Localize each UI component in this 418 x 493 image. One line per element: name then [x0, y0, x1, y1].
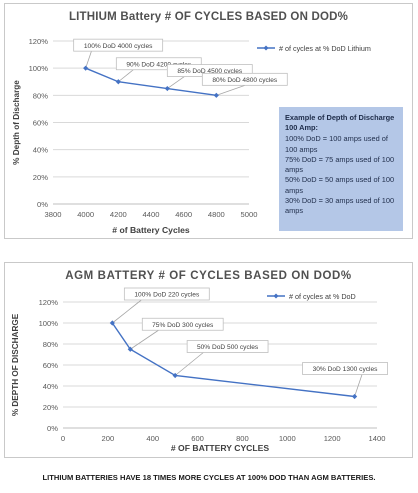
data-point [213, 92, 219, 98]
callout-box [186, 340, 269, 353]
chart-title: LITHIUM Battery # OF CYCLES BASED ON DOD… [68, 11, 349, 23]
x-tick-label: 4200 [110, 210, 127, 219]
series-line [111, 322, 355, 398]
y-tick-label: 20% [33, 173, 48, 182]
note-line: 50% DoD = 50 amps used of 100 amps [285, 175, 395, 195]
y-tick-label: 100% [39, 319, 59, 328]
x-tick-label: 1200 [324, 434, 341, 443]
legend-marker [273, 293, 279, 299]
data-label: 100% DoD 220 cycles [134, 292, 200, 299]
x-tick-label: 200 [102, 434, 115, 443]
callout-leader [118, 69, 134, 83]
y-tick-label: 60% [33, 119, 48, 128]
y-tick-label: 20% [43, 403, 58, 412]
legend-label: # of cycles at % DoD Lithium [279, 44, 371, 53]
y-tick-label: 0% [47, 424, 58, 433]
data-point [83, 65, 89, 71]
y-tick-label: 0% [37, 200, 48, 209]
x-tick-label: 1400 [369, 434, 386, 443]
data-label: 85% DoD 4500 cycles [177, 68, 243, 75]
note-line: 30% DoD = 30 amps used of 100 amps [285, 195, 395, 215]
data-point [172, 372, 178, 379]
callout-leader [85, 51, 92, 69]
agm-chart-panel: AGM BATTERY # OF CYCLES BASED ON DOD% 0%… [4, 262, 413, 458]
data-label: 100% DoD 4000 cycles [84, 43, 153, 50]
series-line [85, 67, 217, 97]
data-point [127, 346, 133, 352]
y-tick-label: 120% [29, 37, 49, 46]
data-label: 90% DoD 4200 cycles [126, 61, 192, 68]
agm-chart: 0% 20% 40% 60% 80% 100% 120% 0 200 400 600 800 1000 1… [11, 287, 388, 453]
footer-caption: LITHIUM BATTERIES HAVE 18 TIMES MORE CYC… [42, 473, 376, 482]
x-tick-label: 3800 [45, 210, 62, 219]
data-label: 75% DoD 300 cycles [152, 322, 214, 329]
x-tick-label: 800 [236, 434, 249, 443]
lithium-chart-panel: LITHIUM Battery # OF CYCLES BASED ON DOD… [4, 3, 413, 239]
y-axis-label: % DEPTH OF DISCHARGE [11, 313, 20, 416]
data-label: 50% DoD 500 cycles [197, 344, 259, 351]
data-label: 80% DoD 4800 cycles [212, 77, 278, 84]
x-tick-label: 400 [146, 434, 159, 443]
note-line: 100% DoD = 100 amps used of 100 amps [285, 134, 388, 154]
callout-box [302, 362, 388, 375]
y-axis-label: % Depth of Discharge [12, 80, 21, 165]
chart-title: AGM BATTERY # OF CYCLES BASED ON DOD% [65, 270, 352, 282]
y-tick-label: 40% [33, 146, 48, 155]
x-tick-label: 4600 [175, 210, 192, 219]
dod-example-note: Example of Depth of Discharge 100 Amp: 1… [279, 107, 403, 231]
data-point [164, 85, 170, 92]
note-heading: Example of Depth of Discharge 100 Amp: [285, 113, 395, 133]
x-tick-label: 600 [191, 434, 204, 443]
y-tick-label: 40% [43, 382, 58, 391]
x-tick-label: 1000 [279, 434, 296, 443]
y-tick-label: 80% [33, 91, 48, 100]
x-tick-label: 4000 [77, 210, 94, 219]
callout-leader [174, 352, 204, 376]
callout-box [73, 38, 164, 52]
callout-box [141, 317, 224, 331]
x-tick-label: 5000 [241, 210, 258, 219]
callout-leader [130, 329, 159, 350]
x-axis-label: # of Battery Cycles [112, 225, 190, 235]
callout-leader [167, 76, 185, 89]
y-tick-label: 120% [39, 298, 59, 307]
legend-label: # of cycles at % DoD [289, 292, 356, 301]
note-line: 75% DoD = 75 amps used of 100 amps [285, 154, 395, 175]
callout-leader [112, 299, 142, 324]
data-point [109, 320, 115, 326]
callout-box [123, 287, 210, 301]
x-tick-label: 4800 [208, 210, 225, 219]
legend-marker [263, 45, 269, 51]
y-tick-label: 60% [43, 361, 58, 370]
y-tick-label: 100% [29, 64, 49, 73]
x-tick-label: 0 [61, 434, 65, 443]
data-label: 30% DoD 1300 cycles [313, 366, 379, 373]
data-point [115, 79, 121, 85]
data-point [351, 393, 358, 400]
callout-leader [216, 84, 245, 96]
callout-leader [354, 374, 363, 397]
lithium-chart: 0% 20% 40% 60% 80% 100% 120% 3800 4000 4200 4400 46… [12, 37, 371, 235]
y-tick-label: 80% [43, 340, 58, 349]
x-axis-label: # OF BATTERY CYCLES [171, 443, 269, 453]
callout-box [201, 72, 288, 86]
x-tick-label: 4400 [143, 210, 160, 219]
